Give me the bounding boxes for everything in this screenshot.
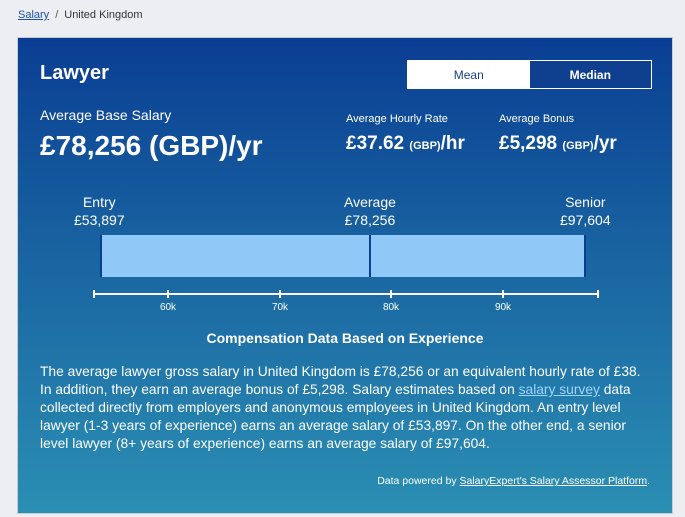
senior-range: Senior £97,604: [560, 193, 611, 229]
bonus-value: £5,298 (GBP)/yr: [499, 133, 617, 155]
hourly-amount: £37.62: [346, 133, 405, 154]
tick-label-60k: 60k: [159, 302, 177, 313]
salary-axis: [93, 293, 599, 295]
hourly-suffix: /hr: [440, 133, 465, 154]
salary-card: Lawyer Mean Median Average Base Salary £…: [18, 38, 672, 513]
mean-median-toggle: Mean Median: [407, 60, 652, 89]
axis-tick-60k: [167, 290, 169, 298]
axis-tick-70k: [279, 290, 281, 298]
breadcrumb-current: United Kingdom: [64, 9, 143, 21]
tick-label-80k: 80k: [382, 302, 400, 313]
average-marker: [369, 235, 371, 277]
average-range: Average £78,256: [344, 193, 396, 229]
axis-tick-80k: [390, 290, 392, 298]
bonus-suffix: /yr: [593, 133, 617, 154]
experience-heading: Compensation Data Based on Experience: [206, 330, 484, 346]
axis-tick-90k: [502, 290, 504, 298]
base-salary-value: £78,256 (GBP)/yr: [40, 130, 263, 161]
axis-end-tick: [93, 290, 95, 298]
senior-label: Senior: [565, 194, 606, 210]
breadcrumb-separator: /: [55, 9, 59, 21]
hourly-unit: (GBP): [409, 140, 441, 152]
salary-survey-link[interactable]: salary survey: [518, 382, 600, 397]
salary-range-bar: [100, 235, 586, 277]
powered-prefix: Data powered by: [377, 475, 460, 487]
axis-end-tick: [597, 290, 599, 298]
powered-suffix: .: [647, 475, 650, 487]
median-toggle-button[interactable]: Median: [529, 61, 651, 88]
average-value: £78,256: [344, 212, 396, 228]
salaryexpert-link[interactable]: SalaryExpert's Salary Assessor Platform: [459, 475, 648, 487]
breadcrumb-salary-link[interactable]: Salary: [18, 9, 50, 21]
bonus-label: Average Bonus: [499, 113, 575, 125]
salary-description: The average lawyer gross salary in Unite…: [40, 363, 655, 453]
bonus-amount: £5,298: [499, 133, 558, 154]
entry-label: Entry: [82, 194, 116, 210]
base-salary-label: Average Base Salary: [40, 107, 172, 123]
average-label: Average: [344, 194, 396, 210]
senior-value: £97,604: [560, 212, 611, 228]
breadcrumb: Salary / United Kingdom: [18, 9, 143, 21]
description-text-1: The average lawyer gross salary in Unite…: [40, 364, 641, 397]
description-text-2: data collected directly from employers a…: [40, 382, 631, 451]
entry-range: Entry £53,897: [74, 193, 125, 229]
tick-label-70k: 70k: [271, 302, 289, 313]
tick-label-90k: 90k: [494, 302, 512, 313]
bonus-unit: (GBP): [562, 140, 594, 152]
job-title: Lawyer: [40, 62, 109, 84]
mean-toggle-button[interactable]: Mean: [408, 61, 530, 88]
hourly-rate-label: Average Hourly Rate: [346, 113, 448, 125]
entry-value: £53,897: [74, 212, 125, 228]
powered-by: Data powered by SalaryExpert's Salary As…: [377, 475, 650, 487]
hourly-rate-value: £37.62 (GBP)/hr: [346, 133, 465, 155]
